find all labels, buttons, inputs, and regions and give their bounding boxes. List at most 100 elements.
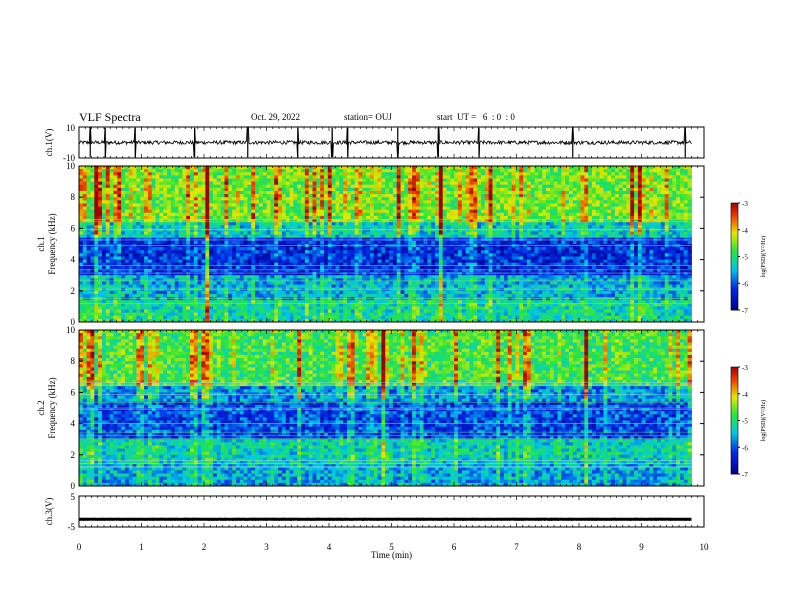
spectrogram-cell [171,175,175,179]
spectrogram-cell [309,166,313,170]
spectrogram-cell [615,241,619,245]
spectrogram-cell [431,241,435,245]
spectrogram-cell [680,191,684,195]
spectrogram-cell [669,175,673,179]
spectrogram-cell [584,178,588,182]
spectrogram-cell [397,178,401,182]
spectrogram-cell [117,247,121,251]
spectrogram-cell [209,197,213,201]
spectrogram-cell [148,256,152,260]
spectrogram-cell [404,216,408,220]
spectrogram-cell [661,166,665,170]
spectrogram-cell [94,222,98,226]
spectrogram-cell [523,238,527,242]
spectrogram-cell [140,216,144,220]
spectrogram-cell [481,197,485,201]
spectrogram-cell [657,210,661,214]
spectrogram-cell [133,210,137,214]
spectrogram-cell [492,172,496,176]
spectrogram-cell [332,207,336,211]
spectrogram-cell [577,188,581,192]
spectrogram-cell [412,169,416,173]
spectrogram-cell [588,247,592,251]
spectrogram-cell [584,175,588,179]
spectrogram-cell [125,225,129,229]
spectrogram-cell [355,172,359,176]
spectrogram-cell [596,216,600,220]
spectrogram-cell [588,203,592,207]
spectrogram-cell [672,225,676,229]
spectrogram-cell [496,197,500,201]
spectrogram-cell [121,203,125,207]
spectrogram-cell [133,203,137,207]
spectrogram-cell [680,225,684,229]
spectrogram-cell [305,225,309,229]
spectrogram-cell [198,235,202,239]
spectrogram-cell [98,232,102,236]
spectrogram-cell [489,216,493,220]
spectrogram-cell [512,185,516,189]
spectrogram-cell [443,169,447,173]
spectrogram-cell [485,169,489,173]
spectrogram-cell [316,222,320,226]
spectrogram-cell [274,188,278,192]
spectrogram-cell [217,185,221,189]
spectrogram-cell [121,185,125,189]
spectrogram-cell [408,222,412,226]
spectrogram-cell [416,188,420,192]
spectrogram-cell [393,203,397,207]
spectrogram-cell [580,207,584,211]
spectrogram-cell [416,207,420,211]
spectrogram-cell [175,207,179,211]
spectrogram-cell [274,241,278,245]
spectrogram-cell [535,185,539,189]
spectrogram-cell [335,253,339,257]
spectrogram-cell [339,256,343,260]
spectrogram-cell [136,182,140,186]
spectrogram-cell [611,194,615,198]
spectrogram-cell [232,235,236,239]
spectrogram-cell [500,232,504,236]
spectrogram-cell [535,182,539,186]
spectrogram-cell [267,232,271,236]
spectrogram-cell [669,172,673,176]
spectrogram-cell [381,172,385,176]
spectrogram-cell [305,169,309,173]
spectrogram-cell [489,191,493,195]
spectrogram-cell [665,250,669,254]
spectrogram-cell [182,178,186,182]
spectrogram-cell [182,194,186,198]
spectrogram-cell [251,178,255,182]
spectrogram-cell [531,197,535,201]
spectrogram-cell [351,166,355,170]
spectrogram-cell [642,210,646,214]
spectrogram-cell [351,182,355,186]
spectrogram-cell [244,256,248,260]
spectrogram-cell [267,197,271,201]
spectrogram-cell [286,207,290,211]
spectrogram-cell [186,175,190,179]
spectrogram-cell [393,194,397,198]
spectrogram-cell [485,194,489,198]
spectrogram-cell [156,216,160,220]
spectrogram-cell [355,194,359,198]
spectrogram-cell [462,203,466,207]
spectrogram-cell [561,203,565,207]
spectrogram-cell [535,172,539,176]
spectrogram-cell [381,225,385,229]
spectrogram-cell [202,178,206,182]
spectrogram-cell [646,213,650,217]
spectrogram-cell [286,197,290,201]
spectrogram-cell [274,256,278,260]
spectrogram-cell [370,175,374,179]
spectrogram-cell [427,213,431,217]
spectrogram-cell [267,241,271,245]
spectrogram-cell [466,175,470,179]
spectrogram-cell [90,172,94,176]
spectrogram-cell [439,222,443,226]
spectrogram-cell [259,194,263,198]
spectrogram-cell [626,210,630,214]
spectrogram-cell [328,191,332,195]
spectrogram-cell [554,256,558,260]
spectrogram-cell [328,200,332,204]
